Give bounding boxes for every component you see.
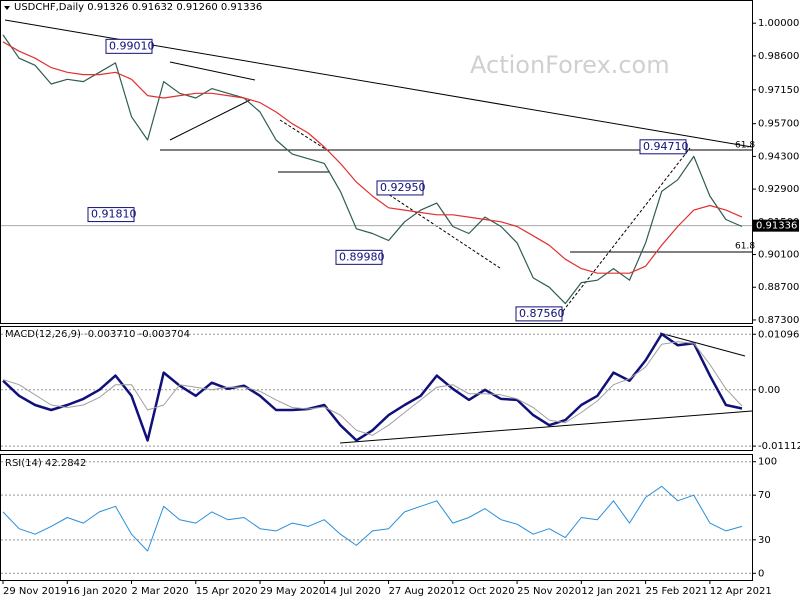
menu-arrow: [4, 6, 10, 10]
last-price-box: [753, 219, 799, 232]
series-line: [2, 41, 743, 274]
trendline: [559, 147, 691, 316]
trendline: [169, 99, 251, 141]
y-tick-label: 100: [758, 457, 777, 468]
annotation-label: 61.8: [735, 141, 755, 151]
y-tick-label: 0.95700: [758, 119, 799, 130]
panel-title: USDCHF,Daily 0.91326 0.91632 0.91260 0.9…: [14, 2, 262, 13]
series-line: [2, 341, 743, 436]
x-tick-label: 25 Feb 2021: [646, 586, 708, 597]
y-tick-label: 0.010967: [758, 329, 800, 340]
series-line: [2, 34, 743, 305]
trendline: [384, 191, 501, 269]
y-tick-label: 30: [758, 535, 771, 546]
macd-panel: [0, 326, 753, 451]
panel-title: RSI(14) 42.2842: [5, 458, 86, 469]
x-tick-label: 12 Oct 2020: [453, 586, 515, 597]
annotation-label: 0.87560: [519, 307, 565, 320]
annotation-box: [639, 139, 687, 155]
y-tick-label: -0.011127: [758, 441, 800, 452]
x-tick-label: 29 Nov 2019: [3, 586, 67, 597]
x-tick-label: 2 Mar 2020: [132, 586, 189, 597]
y-tick-label: 0.00: [758, 385, 780, 396]
annotation-label: 0.99010: [109, 39, 155, 52]
annotation-box: [105, 38, 153, 54]
x-tick-label: 14 Jul 2020: [324, 586, 381, 597]
annotation-label: 0.89980: [339, 250, 385, 263]
y-tick-label: 0.88700: [758, 282, 799, 293]
y-tick-label: 1.00000: [758, 18, 799, 29]
trendline: [339, 410, 753, 444]
x-tick-label: 29 May 2020: [260, 586, 325, 597]
annotation-label: 0.94710: [643, 140, 689, 153]
watermark: ActionForex.com: [470, 51, 670, 79]
x-tick-label: 15 Apr 2020: [196, 586, 258, 597]
rsi-panel: [0, 454, 753, 581]
series-line: [2, 332, 743, 442]
y-tick-label: 70: [758, 490, 771, 501]
last-price-label: 0.91336: [756, 221, 797, 232]
x-tick-label: 12 Jan 2021: [581, 586, 641, 597]
y-tick-label: 0.92900: [758, 184, 799, 195]
y-tick-label: 0: [758, 568, 764, 579]
y-tick-label: 0.98600: [758, 51, 799, 62]
annotation-box: [335, 249, 383, 265]
y-tick-label: 0.97150: [758, 85, 799, 96]
annotation-box: [515, 306, 563, 322]
trendline: [169, 61, 256, 81]
x-tick-label: 12 Apr 2021: [710, 586, 772, 597]
y-tick-label: 0.87300: [758, 315, 799, 326]
price-panel: [0, 0, 753, 324]
annotation-box: [87, 207, 135, 223]
annotation-label: 61.8: [735, 242, 755, 252]
annotation-label: 0.92950: [380, 181, 426, 194]
x-tick-label: 16 Jan 2020: [67, 586, 127, 597]
y-tick-label: 0.94300: [758, 151, 799, 162]
series-line: [2, 485, 743, 552]
y-tick-label: 0.90100: [758, 250, 799, 261]
annotation-box: [376, 180, 424, 196]
x-tick-label: 25 Nov 2020: [517, 586, 581, 597]
annotation-label: 0.91810: [91, 208, 137, 221]
x-tick-label: 27 Aug 2020: [389, 586, 453, 597]
trendline: [659, 332, 746, 357]
